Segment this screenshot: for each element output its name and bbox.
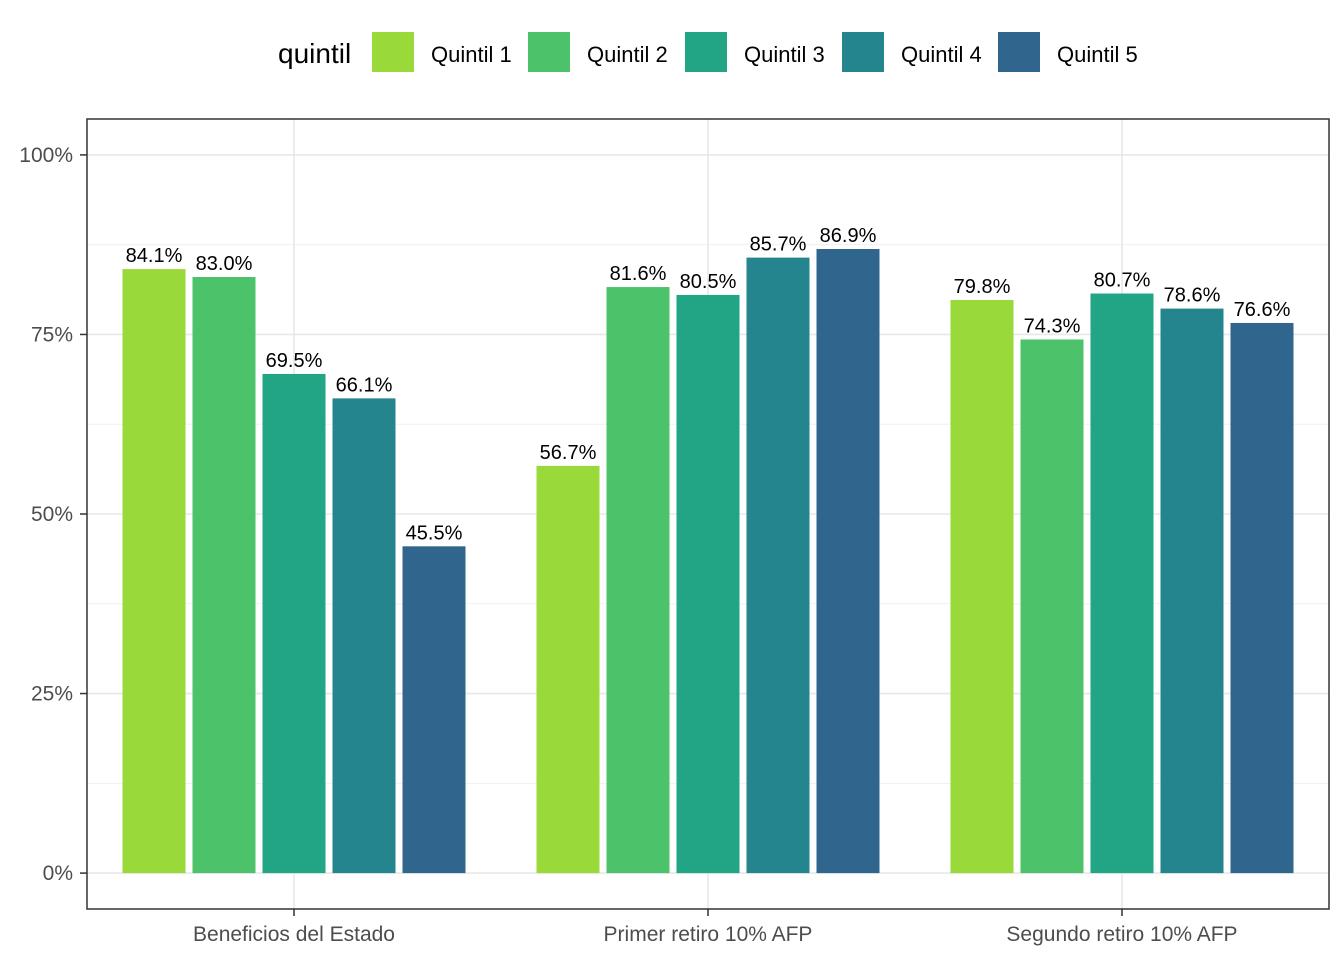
y-axis: 0% 25% 50% 75% 100% [19,144,87,885]
bar [332,398,396,874]
legend-key [528,32,570,72]
legend-title: quintil [278,38,351,69]
legend-key [685,32,727,72]
data-label: 79.8% [954,276,1011,298]
data-label: 80.5% [680,271,737,293]
bars [122,248,1294,874]
data-label: 78.6% [1164,285,1221,307]
data-label: 86.9% [820,225,877,247]
data-label: 76.6% [1234,299,1291,321]
x-tick-label: Primer retiro 10% AFP [604,923,813,946]
data-label: 81.6% [610,263,667,285]
data-label: 74.3% [1024,315,1081,337]
bar [746,257,810,874]
x-tick-label: Beneficios del Estado [193,923,395,946]
legend-label: Quintil 2 [587,42,668,67]
legend-label: Quintil 3 [744,42,825,67]
bar [122,269,186,874]
data-label: 84.1% [126,245,183,267]
y-tick-label: 50% [31,503,73,526]
bar [402,546,466,874]
y-tick-label: 100% [19,144,73,167]
data-label: 85.7% [750,234,807,256]
data-label: 45.5% [406,522,463,544]
data-label: 83.0% [196,253,253,275]
plot-area: 84.1% 56.7% 79.8% 83.0% 81.6% 74.3% 69.5% 80.5%… [86,118,1330,910]
bar [192,277,256,874]
bar [606,287,670,874]
data-label: 56.7% [540,442,597,464]
legend: quintil Quintil 1 Quintil 2 Quintil 3 Quint… [278,32,1138,72]
bar [536,465,600,874]
bar [676,294,740,874]
legend-label: Quintil 5 [1057,42,1138,67]
y-tick-label: 25% [31,683,73,706]
x-tick-label: Segundo retiro 10% AFP [1006,923,1237,946]
x-axis: Beneficios del Estado Primer retiro 10% A… [193,909,1238,946]
data-label: 69.5% [266,350,323,372]
bar [1020,339,1084,874]
legend-key [842,32,884,72]
y-tick-label: 0% [43,862,73,885]
data-labels: 84.1% 56.7% 79.8% 83.0% 81.6% 74.3% 69.5% 80.5%… [126,225,1291,544]
legend-label: Quintil 1 [431,42,512,67]
data-label: 66.1% [336,374,393,396]
legend-key [372,32,414,72]
y-tick-label: 75% [31,323,73,346]
bar [816,248,880,874]
legend-label: Quintil 4 [901,42,982,67]
legend-key [998,32,1040,72]
bar [1090,293,1154,874]
data-label: 80.7% [1094,270,1151,292]
bar [950,299,1014,874]
bar [262,373,326,874]
bar [1230,322,1294,874]
bar [1160,308,1224,874]
